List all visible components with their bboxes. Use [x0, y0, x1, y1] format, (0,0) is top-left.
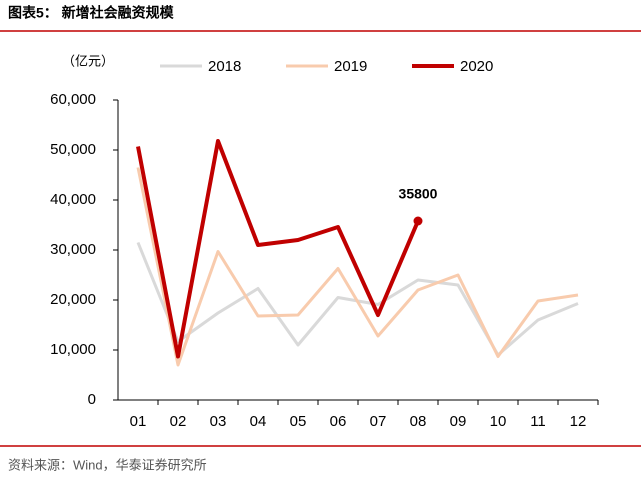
legend-label: 2019: [334, 58, 367, 75]
x-tick-label: 07: [370, 413, 387, 430]
series-line: [136, 167, 579, 367]
x-tick-label: 02: [170, 413, 187, 430]
y-tick-label: 20,000: [50, 291, 96, 308]
x-tick-label: 03: [210, 413, 227, 430]
y-tick-label: 50,000: [50, 141, 96, 158]
y-tick-label: 40,000: [50, 191, 96, 208]
x-tick-label: 08: [410, 413, 427, 430]
legend-label: 2018: [208, 58, 241, 75]
x-tick-label: 06: [330, 413, 347, 430]
x-tick-label: 12: [570, 413, 587, 430]
y-tick-label: 30,000: [50, 241, 96, 258]
series-line: [136, 139, 420, 359]
x-tick-label: 10: [490, 413, 507, 430]
end-marker: [413, 216, 423, 226]
source: 资料来源：Wind，华泰证券研究所: [8, 457, 207, 472]
x-tick-label: 09: [450, 413, 467, 430]
x-tick-label: 04: [250, 413, 267, 430]
y-axis-unit: （亿元）: [62, 53, 114, 68]
y-tick-label: 0: [88, 391, 96, 408]
x-tick-label: 01: [130, 413, 147, 430]
x-tick-label: 05: [290, 413, 307, 430]
data-label: 35800: [399, 186, 438, 202]
x-tick-label: 11: [530, 413, 546, 430]
y-tick-label: 60,000: [50, 91, 96, 108]
y-tick-label: 10,000: [50, 341, 96, 358]
chart-title: 图表5： 新增社会融资规模: [8, 5, 175, 21]
legend-label: 2020: [460, 58, 493, 75]
